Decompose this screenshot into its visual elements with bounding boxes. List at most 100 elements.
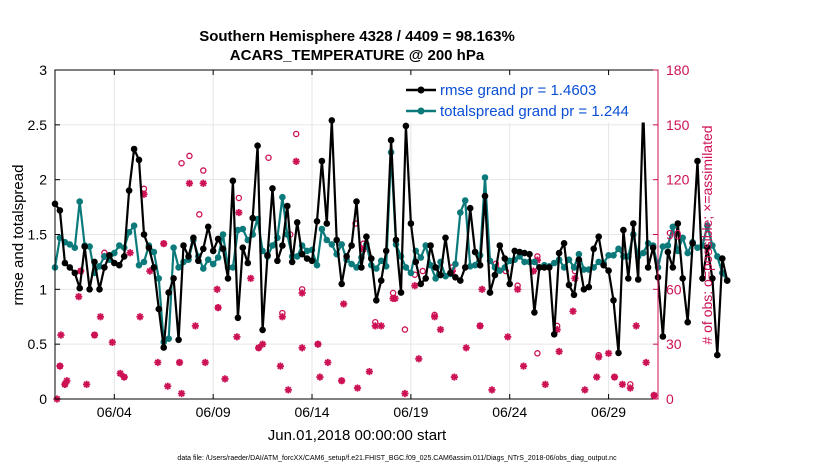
series-point-rmse <box>496 242 504 249</box>
series-point-rmse <box>328 117 336 124</box>
series-point-rmse <box>254 142 261 149</box>
obs-assimilated-marker <box>255 344 263 352</box>
series-point-spread <box>709 242 716 249</box>
series-point-rmse <box>185 253 192 260</box>
obs-assimilated-marker <box>201 358 209 367</box>
x-tick-label: 06/29 <box>591 404 626 420</box>
series-point-spread <box>669 223 677 231</box>
series-point-spread <box>130 222 138 229</box>
series-point-rmse <box>76 284 83 292</box>
series-point-rmse <box>298 250 306 258</box>
obs-assimilated-marker <box>154 358 162 367</box>
series-point-rmse <box>86 286 93 293</box>
series-point-spread <box>521 258 528 266</box>
series-point-spread <box>66 241 74 248</box>
series-point-rmse <box>481 192 489 200</box>
obs-assimilated-marker <box>504 333 512 341</box>
series-point-rmse <box>71 269 79 277</box>
y2-tick-label: 90 <box>666 227 682 243</box>
series-point-rmse <box>491 271 499 279</box>
x-tick-label: 06/09 <box>196 404 231 420</box>
obs-assimilated-marker <box>221 375 229 383</box>
series-point-spread <box>125 229 133 236</box>
obs-assimilated-marker <box>199 179 207 187</box>
series-point-spread <box>86 243 93 250</box>
obs-assimilated-marker <box>108 338 116 346</box>
series-point-rmse <box>536 264 543 271</box>
series-point-rmse <box>550 331 558 338</box>
series-point-spread <box>150 248 158 256</box>
obs-assimilated-marker <box>519 362 528 370</box>
series-point-rmse <box>501 255 509 262</box>
x-axis-label: Jun.01,2018 00:00:00 start <box>268 427 447 444</box>
series-point-rmse <box>699 275 706 282</box>
series-point-spread <box>214 254 222 261</box>
series-point-rmse <box>422 275 430 282</box>
series-point-rmse <box>590 245 597 253</box>
obs-assimilated-marker <box>258 340 267 348</box>
series-point-spread <box>457 209 464 216</box>
obs-possible-marker <box>186 152 193 160</box>
obs-assimilated-marker <box>650 391 658 399</box>
series-point-rmse <box>689 240 696 247</box>
obs-assimilated-marker <box>185 179 194 187</box>
obs-assimilated-marker <box>284 386 292 394</box>
series-point-rmse <box>318 157 326 165</box>
obs-assimilated-marker <box>353 384 362 392</box>
series-point-spread <box>135 261 143 269</box>
series-point-rmse <box>649 244 657 251</box>
series-point-rmse <box>244 259 252 267</box>
series-point-rmse <box>284 202 291 210</box>
series-point-spread <box>76 198 83 205</box>
series-point-rmse <box>694 157 701 165</box>
obs-assimilated-marker <box>90 331 99 339</box>
series-point-rmse <box>120 253 128 260</box>
obs-assimilated-marker <box>116 369 124 378</box>
series-point-rmse <box>585 283 593 291</box>
series-point-spread <box>303 247 311 255</box>
series-point-rmse <box>664 248 672 256</box>
series-point-rmse <box>259 326 266 334</box>
obs-assimilated-marker <box>298 289 306 297</box>
obs-assimilated-marker <box>340 300 348 308</box>
series-point-rmse <box>288 258 296 266</box>
series-point-rmse <box>111 259 118 267</box>
series-point-rmse <box>723 277 731 284</box>
series-point-spread <box>140 258 148 266</box>
series-point-spread <box>575 250 583 258</box>
series-point-rmse <box>274 257 281 265</box>
obs-assimilated-marker <box>371 322 379 330</box>
series-point-rmse <box>363 233 370 240</box>
series-point-spread <box>615 245 622 253</box>
series-point-rmse <box>219 245 227 253</box>
legend-spread-marker <box>417 107 425 115</box>
obs-assimilated-marker <box>411 282 419 290</box>
series-point-rmse <box>397 289 405 296</box>
y2-axis-ticks: 0 30 60 90 120 150 180 <box>653 62 690 407</box>
series-point-rmse <box>56 207 64 214</box>
obs-assimilated-marker <box>278 313 286 321</box>
series-point-rmse <box>382 247 390 255</box>
series-point-spread <box>580 266 588 273</box>
series-point-spread <box>209 260 217 268</box>
obs-assimilated-marker <box>555 347 563 356</box>
series-layer <box>51 104 731 359</box>
obs-assimilated-marker <box>191 322 199 330</box>
series-point-spread <box>348 260 355 268</box>
series-point-rmse <box>180 242 187 249</box>
series-point-rmse <box>461 264 469 271</box>
series-point-rmse <box>447 269 454 277</box>
series-point-rmse <box>368 255 375 262</box>
series-point-spread <box>570 264 578 271</box>
series-point-rmse <box>358 264 365 271</box>
series-point-rmse <box>308 257 316 265</box>
series-point-rmse <box>224 275 232 282</box>
series-point-rmse <box>610 297 617 304</box>
obs-assimilated-marker <box>316 373 324 381</box>
series-point-spread <box>328 241 336 248</box>
obs-assimilated-marker <box>541 380 549 388</box>
series-point-spread <box>704 222 711 229</box>
series-point-rmse <box>101 264 108 271</box>
series-point-spread <box>664 242 672 249</box>
series-point-rmse <box>135 156 143 164</box>
